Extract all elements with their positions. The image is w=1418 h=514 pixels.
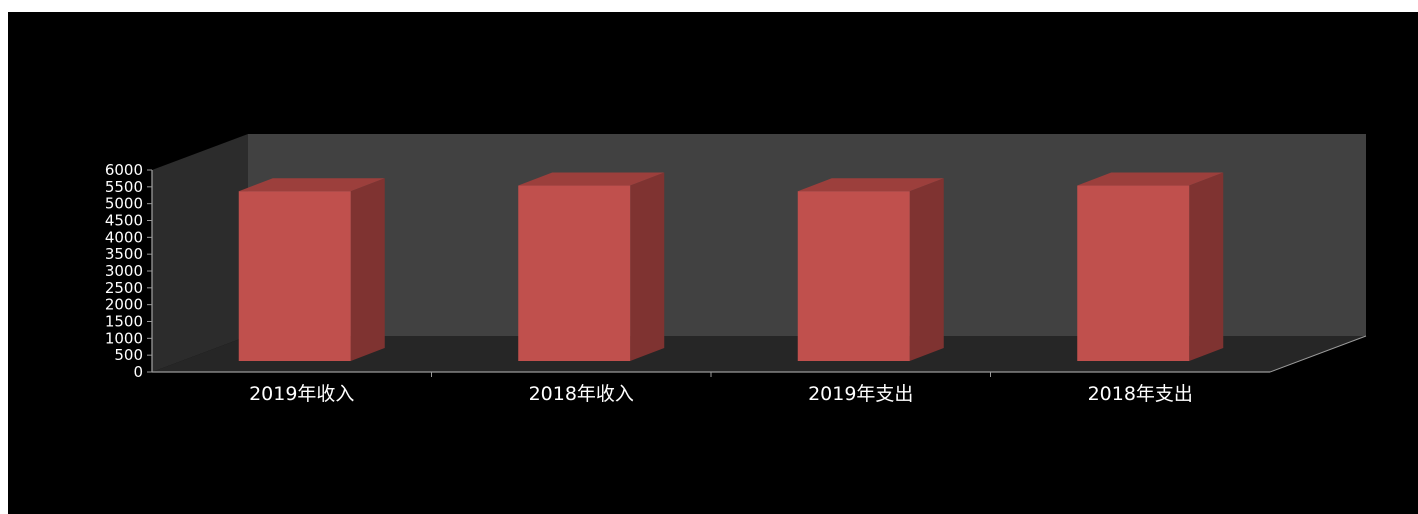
y-tick-label: 3500 [105, 245, 143, 263]
bar-top [797, 178, 944, 192]
y-tick-label: 5000 [105, 195, 143, 213]
y-axis-labels: 0500100015002000250030003500400045005000… [105, 161, 143, 381]
bar-3d [797, 178, 944, 361]
bar-top [518, 172, 665, 186]
bar [238, 191, 351, 361]
bar [797, 191, 910, 361]
y-tick-label: 5500 [105, 178, 143, 196]
chart-floor [152, 336, 1366, 372]
x-category-label: 2019年支出 [808, 383, 913, 405]
chart-side-wall [152, 134, 248, 372]
y-tick-label: 2500 [105, 279, 143, 297]
bar-side [1189, 172, 1224, 361]
bar-side [630, 172, 665, 361]
bar-side [350, 178, 385, 361]
y-tick-label: 500 [114, 346, 143, 364]
bar-3d [238, 178, 385, 361]
bar-3d [1077, 172, 1224, 361]
bar [518, 185, 631, 361]
chart-axes [147, 169, 1367, 377]
x-category-label: 2018年收入 [529, 383, 634, 405]
y-tick-label: 4000 [105, 228, 143, 246]
floor-edge-line [1269, 335, 1367, 373]
y-tick-label: 4500 [105, 212, 143, 230]
bar [1077, 185, 1190, 361]
y-tick-label: 6000 [105, 161, 143, 179]
y-tick-label: 0 [133, 363, 143, 381]
bar-top [1077, 172, 1224, 186]
bar-top [238, 178, 385, 192]
y-tick-label: 1000 [105, 329, 143, 347]
y-tick-label: 1500 [105, 313, 143, 331]
y-tick-label: 2000 [105, 296, 143, 314]
x-category-label: 2018年支出 [1088, 383, 1193, 405]
bar-side [909, 178, 944, 361]
y-tick-label: 3000 [105, 262, 143, 280]
bar-3d [518, 172, 665, 361]
x-axis-labels: 2019年收入 2018年收入 2019年支出 2018年支出 [249, 383, 1193, 405]
bar-series [238, 172, 1224, 361]
x-category-label: 2019年收入 [249, 383, 354, 405]
